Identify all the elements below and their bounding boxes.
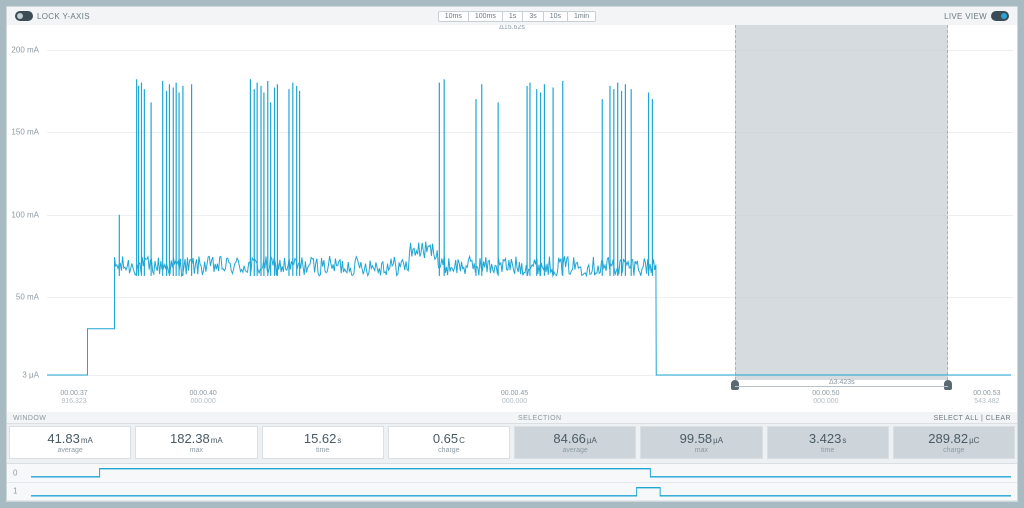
stats-selection-group: SELECTION SELECT ALL | CLEAR 84.66µAaver… <box>512 424 1017 463</box>
selection-label: SELECTION <box>518 415 561 422</box>
handle-right[interactable] <box>944 380 952 390</box>
x-tick-label: 00.00.45000.000 <box>501 390 528 407</box>
stats-bar: WINDOW 41.83mAaverage182.38mAmax15.62sti… <box>7 423 1017 463</box>
digital-channel-1: 1 <box>7 483 1017 502</box>
time-range-10s[interactable]: 10s <box>543 11 568 22</box>
time-range-segmented: 10ms100ms1s3s10s1min <box>438 11 596 22</box>
delta-bottom-label: Δ3.423s <box>829 379 855 386</box>
x-axis-labels: 00.00.37916.323 00.00.40000.000 00.00.4500… <box>7 390 1017 412</box>
clear-button[interactable]: CLEAR <box>986 415 1011 422</box>
time-range-10ms[interactable]: 10ms <box>438 11 469 22</box>
stat-charge: 0.65Ccharge <box>388 426 510 459</box>
chart-area[interactable]: Δ15.62s 3 µA50 mA100 mA150 mA200 mA 00.0… <box>7 25 1017 412</box>
time-range-1min[interactable]: 1min <box>567 11 596 22</box>
time-range-1s[interactable]: 1s <box>502 11 523 22</box>
channel-number: 1 <box>13 487 17 496</box>
stat-max: 99.58µAmax <box>640 426 762 459</box>
stat-average: 41.83mAaverage <box>9 426 131 459</box>
stat-charge: 289.82µCcharge <box>893 426 1015 459</box>
stat-max: 182.38mAmax <box>135 426 257 459</box>
x-tick-label: 00.00.37916.323 <box>60 390 87 407</box>
digital-channel-0: 0 <box>7 464 1017 483</box>
time-range-100ms[interactable]: 100ms <box>468 11 503 22</box>
live-view-label: LIVE VIEW <box>944 12 987 21</box>
stat-average: 84.66µAaverage <box>514 426 636 459</box>
x-tick-label: 00.00.40000.000 <box>190 390 217 407</box>
topbar: LOCK Y-AXIS 10ms100ms1s3s10s1min LIVE VI… <box>7 7 1017 25</box>
handle-left[interactable] <box>731 380 739 390</box>
time-range-3s[interactable]: 3s <box>522 11 543 22</box>
lock-y-label: LOCK Y-AXIS <box>37 12 90 21</box>
chart-svg <box>7 25 1017 412</box>
select-all-button[interactable]: SELECT ALL <box>934 415 979 422</box>
x-tick-label: 00.00.50000.000 <box>812 390 839 407</box>
delta-bar <box>735 386 948 387</box>
x-tick-label: 00.00.53543.482 <box>973 390 1000 407</box>
app-frame: LOCK Y-AXIS 10ms100ms1s3s10s1min LIVE VI… <box>6 6 1018 502</box>
stats-window-group: WINDOW 41.83mAaverage182.38mAmax15.62sti… <box>7 424 512 463</box>
live-view-toggle[interactable] <box>991 11 1009 21</box>
stat-time: 15.62stime <box>262 426 384 459</box>
lock-y-toggle[interactable] <box>15 11 33 21</box>
window-label: WINDOW <box>13 415 46 422</box>
digital-channels: 01 <box>7 463 1017 501</box>
channel-number: 0 <box>13 468 17 477</box>
stat-time: 3.423stime <box>767 426 889 459</box>
selection-handles: Δ3.423s <box>7 380 1017 390</box>
